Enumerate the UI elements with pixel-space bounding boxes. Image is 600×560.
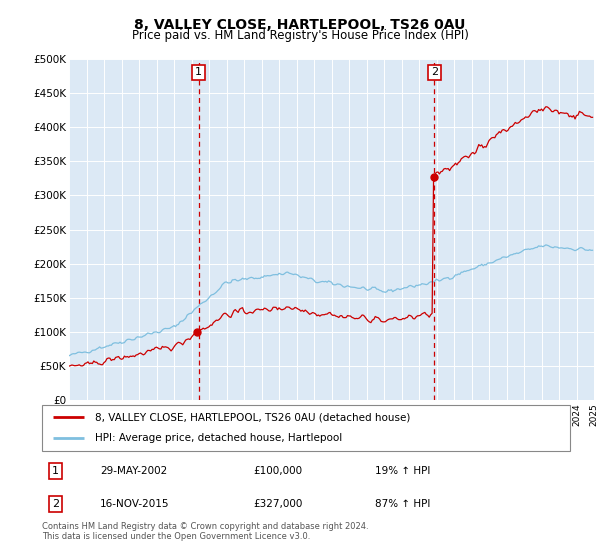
Text: 16-NOV-2015: 16-NOV-2015 xyxy=(100,499,170,509)
Text: 29-MAY-2002: 29-MAY-2002 xyxy=(100,466,167,476)
Text: 2: 2 xyxy=(431,67,438,77)
Text: 8, VALLEY CLOSE, HARTLEPOOL, TS26 0AU: 8, VALLEY CLOSE, HARTLEPOOL, TS26 0AU xyxy=(134,18,466,32)
Text: £100,000: £100,000 xyxy=(253,466,302,476)
Text: £327,000: £327,000 xyxy=(253,499,302,509)
Text: This data is licensed under the Open Government Licence v3.0.: This data is licensed under the Open Gov… xyxy=(42,532,310,541)
Text: Price paid vs. HM Land Registry's House Price Index (HPI): Price paid vs. HM Land Registry's House … xyxy=(131,29,469,42)
Text: Contains HM Land Registry data © Crown copyright and database right 2024.: Contains HM Land Registry data © Crown c… xyxy=(42,522,368,531)
Text: 1: 1 xyxy=(52,466,59,476)
Text: 87% ↑ HPI: 87% ↑ HPI xyxy=(374,499,430,509)
Text: 2: 2 xyxy=(52,499,59,509)
Text: 1: 1 xyxy=(195,67,202,77)
Text: 19% ↑ HPI: 19% ↑ HPI xyxy=(374,466,430,476)
Text: 8, VALLEY CLOSE, HARTLEPOOL, TS26 0AU (detached house): 8, VALLEY CLOSE, HARTLEPOOL, TS26 0AU (d… xyxy=(95,412,410,422)
Text: HPI: Average price, detached house, Hartlepool: HPI: Average price, detached house, Hart… xyxy=(95,433,342,444)
